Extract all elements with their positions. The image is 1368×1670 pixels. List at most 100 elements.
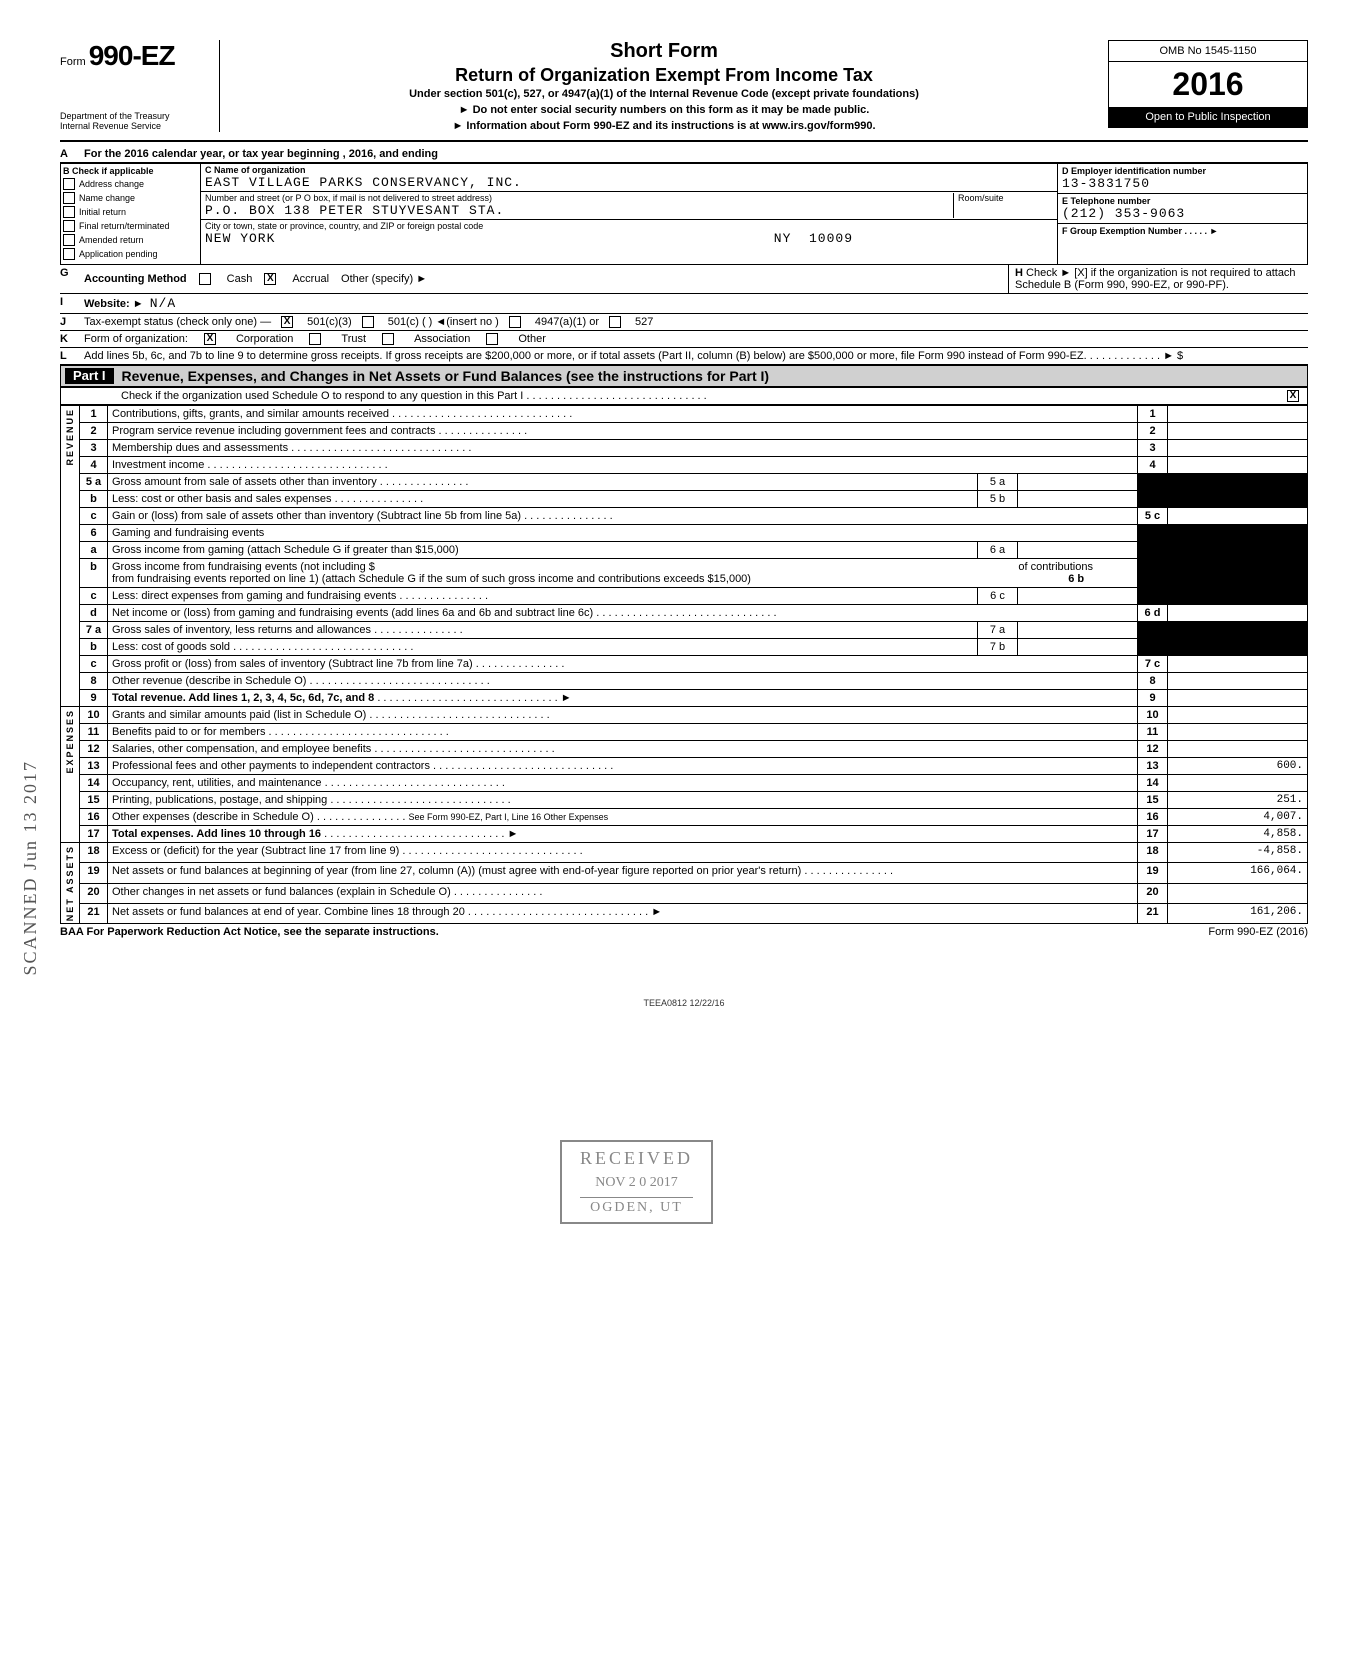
form-number: 990-EZ (89, 40, 175, 71)
line-7b-ref: 7 b (978, 639, 1018, 656)
line-15-desc: Printing, publications, postage, and shi… (112, 794, 511, 806)
line-4-amount (1168, 457, 1308, 474)
letter-i: I (60, 294, 80, 313)
part-1-check-text: Check if the organization used Schedule … (121, 390, 707, 402)
checkbox-501c3[interactable] (281, 316, 293, 328)
dept-text: Department of the Treasury Internal Reve… (60, 112, 211, 132)
entity-info-grid: B Check if applicable Address change Nam… (60, 163, 1308, 265)
line-18-ref: 18 (1138, 843, 1168, 863)
line-13-ref: 13 (1138, 758, 1168, 775)
short-form-title: Short Form (240, 40, 1088, 63)
letter-j: J (60, 314, 80, 330)
line-a-text: For the 2016 calendar year, or tax year … (80, 146, 1308, 162)
line-1-ref: 1 (1138, 406, 1168, 423)
stamp-date: NOV 2 0 2017 (580, 1175, 693, 1191)
line-5b-num: b (80, 491, 108, 508)
footer: BAA For Paperwork Reduction Act Notice, … (60, 926, 1308, 938)
part-1-header: Part I Revenue, Expenses, and Changes in… (60, 365, 1308, 387)
line-21-amount: 161,206. (1168, 903, 1308, 923)
letter-a: A (60, 146, 80, 162)
box-f-label: F Group Exemption Number . . . . . ► (1062, 226, 1303, 236)
checkbox-address-change[interactable] (63, 178, 75, 190)
line-j-label: Tax-exempt status (check only one) — (84, 316, 271, 328)
line-k-label: Form of organization: (84, 333, 188, 345)
checkbox-corporation[interactable] (204, 333, 216, 345)
line-5c-ref: 5 c (1138, 508, 1168, 525)
line-1-desc: Contributions, gifts, grants, and simila… (112, 408, 572, 420)
line-5a-num: 5 a (80, 474, 108, 491)
org-name: EAST VILLAGE PARKS CONSERVANCY, INC. (205, 175, 1053, 190)
line-6a-num: a (80, 542, 108, 559)
line-9-ref: 9 (1138, 690, 1168, 707)
line-3-desc: Membership dues and assessments (112, 442, 471, 454)
checkbox-4947[interactable] (509, 316, 521, 328)
line-5b-ref: 5 b (978, 491, 1018, 508)
line-7b-num: b (80, 639, 108, 656)
line-12-num: 12 (80, 741, 108, 758)
line-7c-amount (1168, 656, 1308, 673)
line-21-desc: Net assets or fund balances at end of ye… (112, 906, 648, 918)
label-501c3: 501(c)(3) (307, 316, 352, 328)
addr-label: Number and street (or P O box, if mail i… (205, 193, 953, 203)
inspection-label: Open to Public Inspection (1109, 107, 1307, 127)
box-e-label: E Telephone number (1062, 196, 1303, 206)
line-l-text: Add lines 5b, 6c, and 7b to line 9 to de… (80, 348, 1308, 364)
line-9-desc: Total revenue. Add lines 1, 2, 3, 4, 5c,… (112, 692, 374, 704)
checkbox-527[interactable] (609, 316, 621, 328)
checkbox-application-pending[interactable] (63, 248, 75, 260)
checkbox-accrual[interactable] (264, 273, 276, 285)
label-501c: 501(c) ( ) ◄(insert no ) (388, 316, 499, 328)
stamp-received: RECEIVED (580, 1148, 693, 1169)
line-5b-val (1018, 491, 1138, 508)
line-20-desc: Other changes in net assets or fund bala… (112, 886, 542, 898)
scanned-stamp: SCANNED Jun 13 2017 (20, 760, 41, 976)
line-6d-desc: Net income or (loss) from gaming and fun… (112, 607, 777, 619)
checkbox-501c[interactable] (362, 316, 374, 328)
checkbox-final-return[interactable] (63, 220, 75, 232)
line-15-amount: 251. (1168, 792, 1308, 809)
checkbox-association[interactable] (382, 333, 394, 345)
line-20-ref: 20 (1138, 883, 1168, 903)
checkbox-trust[interactable] (309, 333, 321, 345)
telephone: (212) 353-9063 (1062, 206, 1303, 221)
line-12-desc: Salaries, other compensation, and employ… (112, 743, 555, 755)
line-16-amount: 4,007. (1168, 809, 1308, 826)
line-6c-ref: 6 c (978, 588, 1018, 605)
line-17-ref: 17 (1138, 826, 1168, 843)
website-value: N/A (150, 296, 176, 311)
line-6d-num: d (80, 605, 108, 622)
line-19-ref: 19 (1138, 863, 1168, 883)
checkbox-other-org[interactable] (486, 333, 498, 345)
box-c-label: C Name of organization (205, 165, 1053, 175)
label-amended-return: Amended return (79, 235, 144, 245)
main-title: Return of Organization Exempt From Incom… (240, 65, 1088, 86)
line-5c-desc: Gain or (loss) from sale of assets other… (112, 510, 613, 522)
box-d-label: D Employer identification number (1062, 166, 1303, 176)
line-7c-desc: Gross profit or (loss) from sales of inv… (112, 658, 564, 670)
label-other-method: Other (specify) ► (341, 273, 427, 285)
state: NY (774, 231, 792, 246)
checkbox-schedule-o[interactable] (1287, 390, 1299, 402)
line-19-desc: Net assets or fund balances at beginning… (112, 865, 893, 877)
checkbox-name-change[interactable] (63, 192, 75, 204)
line-6b-desc-3: from fundraising events reported on line… (112, 573, 751, 585)
label-address-change: Address change (79, 179, 144, 189)
line-18-desc: Excess or (deficit) for the year (Subtra… (112, 845, 583, 857)
checkbox-amended-return[interactable] (63, 234, 75, 246)
line-2-amount (1168, 423, 1308, 440)
checkbox-cash[interactable] (199, 273, 211, 285)
label-accrual: Accrual (292, 273, 329, 285)
letter-g: G (60, 265, 80, 293)
line-16-desc: Other expenses (describe in Schedule O) (112, 811, 314, 823)
line-11-ref: 11 (1138, 724, 1168, 741)
checkbox-initial-return[interactable] (63, 206, 75, 218)
letter-k: K (60, 331, 80, 347)
part-1-label: Part I (65, 368, 114, 384)
label-other-org: Other (518, 333, 546, 345)
tax-year: 2016 (1109, 62, 1307, 107)
line-13-amount: 600. (1168, 758, 1308, 775)
line-2-ref: 2 (1138, 423, 1168, 440)
letter-h: H (1015, 267, 1023, 279)
line-8-num: 8 (80, 673, 108, 690)
line-16-num: 16 (80, 809, 108, 826)
